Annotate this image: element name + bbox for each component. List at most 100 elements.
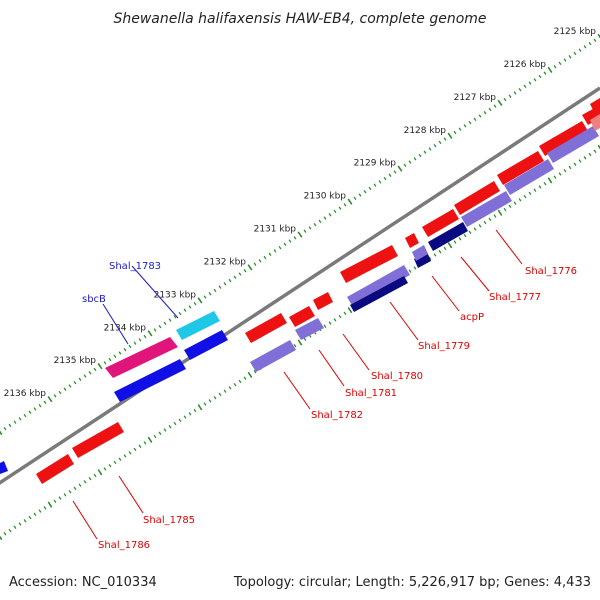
label-Shal-1786[interactable]: Shal_1786 <box>98 540 150 551</box>
minor-tick <box>468 230 472 234</box>
minor-tick <box>573 51 577 56</box>
major-tick <box>197 404 203 411</box>
feature-lavender-1[interactable] <box>250 340 296 372</box>
minor-tick <box>503 97 507 102</box>
kbp-tick-label: 2131 kbp <box>254 225 297 235</box>
feature-navy-2[interactable] <box>414 252 431 268</box>
major-tick <box>547 177 553 184</box>
minor-tick <box>218 392 222 397</box>
label-Shal-1781[interactable]: Shal_1781 <box>345 388 397 399</box>
label-Shal-1782[interactable]: Shal_1782 <box>311 410 363 421</box>
feature-Shal-1780[interactable] <box>313 292 333 310</box>
feature-pink[interactable] <box>590 114 600 131</box>
minor-tick <box>433 143 437 148</box>
label-sbcB[interactable]: sbcB <box>82 294 106 305</box>
minor-tick <box>383 176 387 181</box>
minor-tick <box>218 285 222 289</box>
feature-navy-1[interactable] <box>350 276 408 312</box>
minor-tick <box>393 170 397 174</box>
minor-tick <box>438 250 442 254</box>
feature-sbcB[interactable] <box>105 337 178 378</box>
feature-blue-2[interactable] <box>184 330 228 360</box>
feature-Shal-1785[interactable] <box>72 422 124 458</box>
major-tick <box>347 306 353 314</box>
feature-Shal-1779[interactable] <box>340 245 398 283</box>
feature-lavender-5[interactable] <box>461 191 512 227</box>
feature-lavender-6[interactable] <box>504 159 554 195</box>
feature-Shal-1782[interactable] <box>245 313 287 343</box>
feature-Shal-1781[interactable] <box>289 306 315 327</box>
minor-tick <box>108 357 112 362</box>
feature-blue-left[interactable] <box>0 461 8 474</box>
major-tick <box>297 339 303 346</box>
minor-tick <box>528 81 532 85</box>
label-leaders <box>72 229 523 540</box>
kbp-tick-label: 2126 kbp <box>504 60 547 70</box>
feature-acpP[interactable] <box>405 233 419 248</box>
minor-tick <box>158 324 162 329</box>
label-Shal-1783[interactable]: Shal_1783 <box>109 261 161 272</box>
minor-tick <box>133 447 137 452</box>
minor-tick <box>153 328 157 332</box>
minor-tick <box>8 423 12 428</box>
minor-tick <box>513 91 517 95</box>
minor-tick <box>33 407 37 411</box>
feature-navy-3[interactable] <box>428 222 468 251</box>
feature-Shal-1783[interactable] <box>176 311 220 340</box>
feature-Shal-1773[interactable] <box>590 98 600 112</box>
minor-tick <box>193 301 197 306</box>
minor-tick <box>458 127 462 131</box>
minor-tick <box>503 207 507 212</box>
feature-lavender-4[interactable] <box>412 245 428 261</box>
minor-tick <box>253 369 257 374</box>
minor-tick <box>288 239 292 243</box>
minor-tick <box>488 107 492 112</box>
label-Shal-1780[interactable]: Shal_1780 <box>371 371 423 382</box>
minor-tick <box>28 410 32 414</box>
minor-tick <box>178 311 182 316</box>
kbp-tick-label: 2129 kbp <box>354 159 397 169</box>
minor-tick <box>473 117 477 121</box>
label-Shal-1785[interactable]: Shal_1785 <box>143 515 195 526</box>
minor-tick <box>203 295 207 299</box>
feature-lavender-3[interactable] <box>347 265 410 307</box>
minor-tick <box>518 198 522 202</box>
minor-tick <box>373 183 377 187</box>
minor-tick <box>593 38 597 42</box>
major-tick <box>447 242 453 249</box>
minor-tick <box>358 193 362 197</box>
minor-tick <box>478 114 482 118</box>
minor-tick <box>118 457 122 461</box>
feature-Shal-1776b[interactable] <box>497 151 544 185</box>
feature-Shal-1775[interactable] <box>539 121 588 156</box>
minor-tick <box>403 163 407 168</box>
minor-tick <box>103 467 107 471</box>
minor-tick <box>73 380 77 385</box>
minor-tick <box>68 384 72 388</box>
label-Shal-1779[interactable]: Shal_1779 <box>418 341 470 352</box>
genome-summary-text: Topology: circular; Length: 5,226,917 bp… <box>233 575 591 590</box>
label-Shal-1777[interactable]: Shal_1777 <box>489 292 541 303</box>
feature-lavender-7[interactable] <box>547 126 599 163</box>
feature-lavender-2[interactable] <box>295 318 324 340</box>
minor-tick <box>168 318 172 322</box>
minor-tick <box>363 190 367 194</box>
minor-tick <box>563 58 567 62</box>
feature-Shal-1776a[interactable] <box>454 181 500 215</box>
minor-tick <box>173 315 177 319</box>
label-acpP[interactable]: acpP <box>460 312 484 323</box>
feature-Shal-1777[interactable] <box>422 209 459 237</box>
minor-tick <box>228 278 232 283</box>
label-Shal-1776[interactable]: Shal_1776 <box>525 266 577 277</box>
minor-tick <box>163 321 167 326</box>
feature-Shal-1786[interactable] <box>36 454 74 484</box>
forward-features <box>105 311 220 378</box>
minor-tick <box>553 175 557 179</box>
minor-tick <box>293 344 297 348</box>
minor-tick <box>413 266 417 270</box>
minor-tick <box>378 180 382 184</box>
major-tick <box>97 469 103 476</box>
minor-tick <box>53 394 57 398</box>
kbp-tick-label: 2128 kbp <box>404 126 447 136</box>
feature-blue-1[interactable] <box>114 359 186 402</box>
